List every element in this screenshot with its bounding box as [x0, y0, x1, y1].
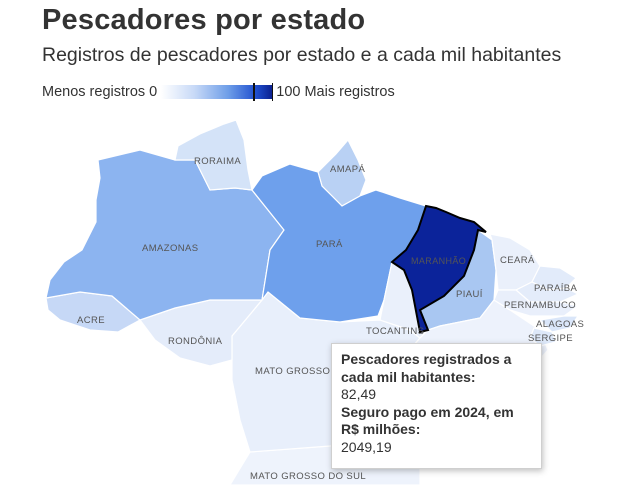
label-amapa: AMAPÁ — [330, 164, 366, 175]
state-maranhao[interactable] — [390, 204, 487, 334]
label-para: PARÁ — [316, 239, 343, 250]
label-maranhao: MARANHÃO — [411, 256, 466, 266]
state-alagoas[interactable] — [538, 315, 580, 333]
label-pernambuco: PERNAMBUCO — [504, 300, 576, 311]
label-rondonia: RONDÔNIA — [168, 336, 223, 347]
label-acre: ACRE — [77, 315, 105, 326]
label-paraiba: PARAÍBA — [534, 283, 578, 294]
state-sergipe[interactable] — [529, 327, 557, 347]
label-mato-grosso-do-sul: MATO GROSSO DO SUL — [250, 471, 366, 482]
color-legend: Menos registros 0 100 Mais registros — [42, 83, 395, 101]
label-tocantins: TOCANTINS — [366, 326, 424, 337]
tooltip-label-fishers: Pescadores registrados a cada mil habita… — [341, 351, 512, 385]
legend-max-label: 100 Mais registros — [276, 84, 395, 100]
label-sergipe: SERGIPE — [528, 333, 573, 344]
label-ceara: CEARÁ — [500, 255, 535, 266]
legend-end-marker — [272, 83, 274, 101]
label-alagoas: ALAGOAS — [536, 319, 584, 330]
legend-gradient-bar — [161, 83, 274, 101]
tooltip-value-insurance: 2049,19 — [341, 438, 392, 455]
legend-value-marker — [253, 83, 256, 101]
label-piaui: PIAUÍ — [456, 289, 483, 300]
label-roraima: RORAIMA — [194, 156, 241, 167]
state-tooltip: Pescadores registrados a cada mil habita… — [331, 343, 542, 469]
label-mato-grosso: MATO GROSSO — [255, 366, 330, 377]
tooltip-value-fishers: 82,49 — [341, 386, 377, 402]
label-amazonas: AMAZONAS — [142, 243, 199, 254]
tooltip-label-insurance: Seguro pago em 2024, em R$ milhões: — [341, 403, 514, 438]
legend-min-label: Menos registros 0 — [42, 84, 158, 100]
page-subtitle: Registros de pescadores por estado e a c… — [42, 44, 562, 66]
page-title: Pescadores por estado — [42, 4, 366, 36]
state-pernambuco[interactable] — [493, 289, 580, 317]
